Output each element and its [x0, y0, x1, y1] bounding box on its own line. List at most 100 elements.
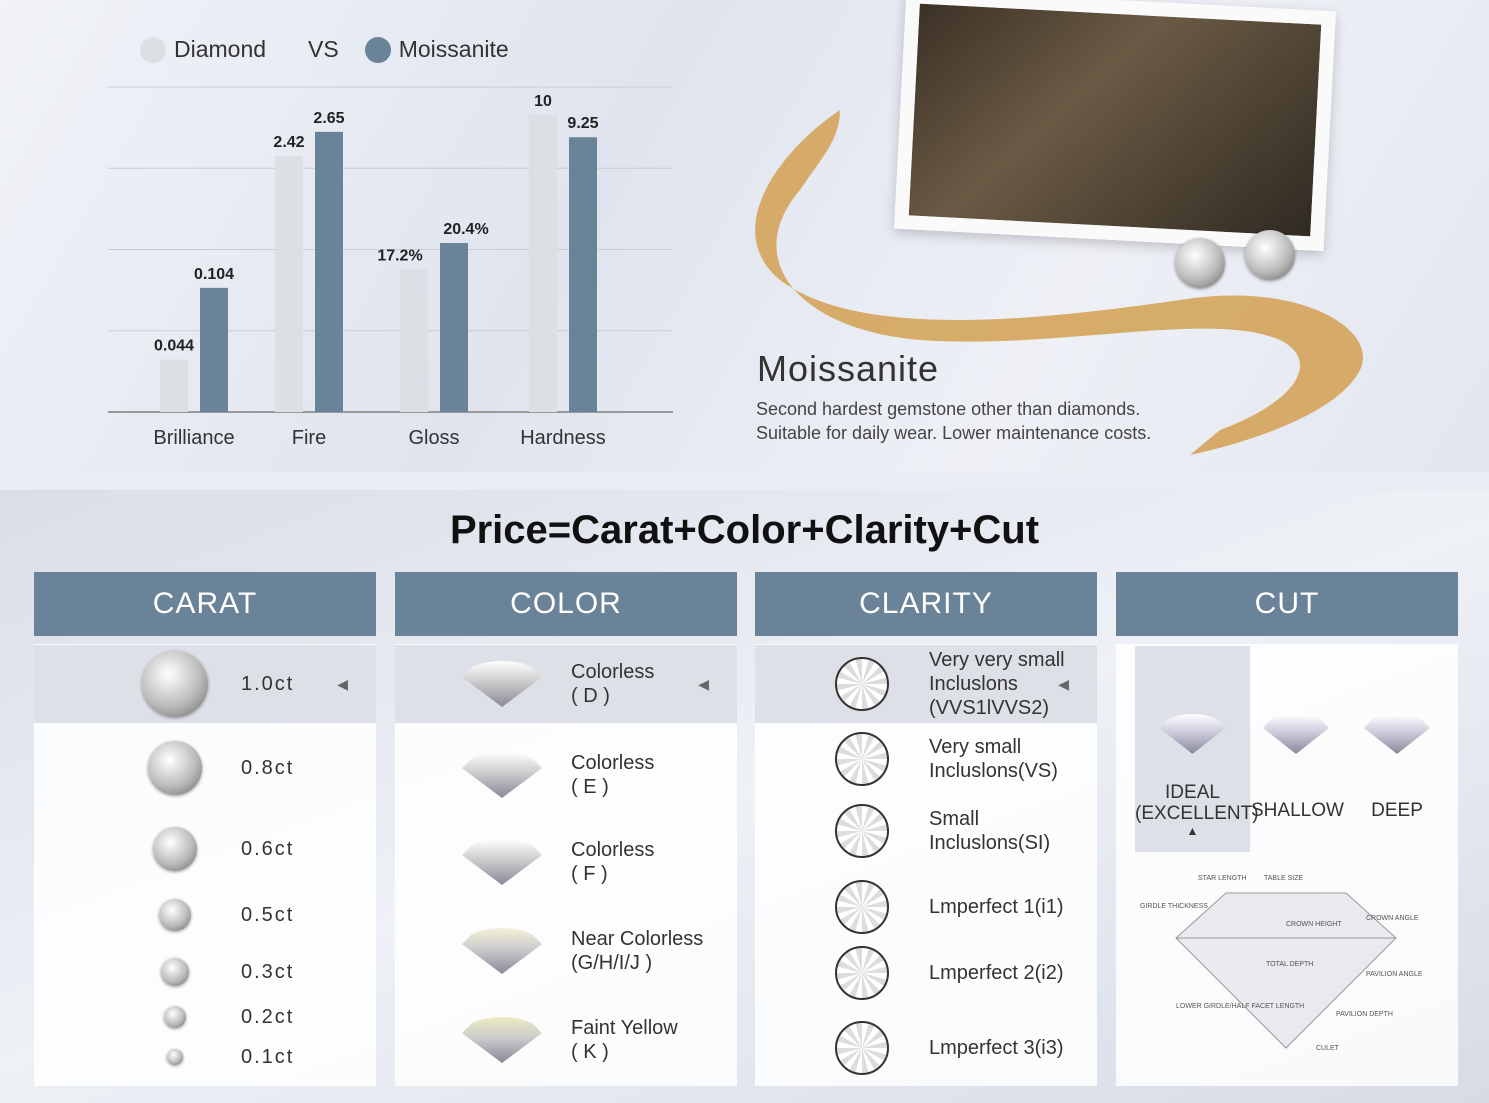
cut-column: CUT IDEAL (EXCELLENT) ▲ SHALLOW DEEP STAR LE… — [1116, 572, 1458, 1086]
option-row[interactable]: ◀ Very very small Incluslons (VVS1lVVS2) — [755, 645, 1097, 723]
clarity-diagram-icon — [835, 1021, 889, 1075]
color-header: COLOR — [395, 572, 737, 636]
selected-arrow-icon: ◀ — [337, 675, 348, 692]
diagram-label: CULET — [1316, 1045, 1340, 1052]
gem-icon — [1159, 714, 1226, 754]
diagram-label: CROWN ANGLE — [1366, 915, 1419, 922]
option-row[interactable]: ◀ Colorless( D ) — [395, 645, 737, 723]
data-label: 20.4% — [443, 221, 488, 238]
data-label: 0.104 — [194, 266, 234, 283]
option-row[interactable]: 0.6ct — [34, 827, 376, 871]
option-label: 1.0ct — [241, 673, 295, 695]
option-label: Lmperfect 3(i3) — [929, 1037, 1064, 1059]
gem-icon — [462, 1017, 542, 1063]
option-row[interactable]: ◀ 1.0ct — [34, 645, 376, 723]
option-row[interactable]: 0.3ct — [34, 952, 376, 992]
option-label: Colorless( D ) — [571, 661, 655, 707]
wedding-photo — [894, 0, 1336, 252]
cut-option[interactable]: DEEP — [1351, 646, 1443, 852]
clarity-header: CLARITY — [755, 572, 1097, 636]
option-row[interactable]: Faint Yellow( K ) — [395, 1003, 737, 1077]
diamond-cut-diagram: STAR LENGTH TABLE SIZE GIRDLE THICKNESS CRO… — [1140, 875, 1423, 1052]
option-label: Faint Yellow( K ) — [571, 1017, 678, 1063]
selected-arrow-icon: ◀ — [1058, 675, 1069, 692]
promo-line: Suitable for daily wear. Lower maintenan… — [756, 423, 1152, 443]
option-label: Very very small Incluslons (VVS1lVVS2) — [929, 649, 1065, 719]
moissanite-swatch — [364, 36, 391, 63]
option-row[interactable]: Lmperfect 1(i1) — [755, 874, 1097, 940]
cut-option[interactable]: SHALLOW — [1251, 646, 1344, 852]
bar-diamond — [400, 269, 428, 412]
color-list: ◀ Colorless( D ) Colorless( E ) Colorless( … — [395, 644, 737, 1086]
option-row[interactable]: Colorless( F ) — [395, 825, 737, 899]
diamond-icon — [164, 1006, 186, 1028]
diagram-label: PAVILION DEPTH — [1336, 1011, 1393, 1018]
clarity-diagram-icon — [835, 657, 889, 711]
diamond-icon — [167, 1049, 183, 1065]
option-row[interactable]: Very small Incluslons(VS) — [755, 726, 1097, 792]
option-label: 0.5ct — [241, 904, 295, 926]
option-row[interactable]: 0.2ct — [34, 997, 376, 1037]
gem-icon — [1364, 714, 1430, 754]
promo-title: Moissanite — [757, 348, 940, 389]
clarity-column: CLARITY ◀ Very very small Incluslons (VVS1l… — [755, 572, 1097, 1086]
diamond-icon — [142, 651, 208, 717]
carat-list: ◀ 1.0ct 0.8ct 0.6ct 0.5ct 0.3ct 0.2ct 0.1ct — [34, 644, 376, 1086]
option-row[interactable]: 0.1ct — [34, 1037, 376, 1077]
bar-moissanite — [569, 137, 597, 412]
gold-ribbon — [755, 110, 1364, 455]
data-label: 9.25 — [567, 115, 598, 132]
option-row[interactable]: 0.8ct — [34, 741, 376, 795]
data-label: 10 — [534, 93, 552, 110]
clarity-diagram-icon — [835, 732, 889, 786]
clarity-list: ◀ Very very small Incluslons (VVS1lVVS2) Ver… — [755, 644, 1097, 1086]
price-formula: Price=Carat+Color+Clarity+Cut — [449, 508, 1040, 552]
diagram-label: LOWER GIRDLE/HALF FACET LENGTH — [1176, 1003, 1304, 1010]
data-label: 17.2% — [377, 248, 422, 265]
gem-icon — [462, 661, 542, 707]
option-label: Colorless( F ) — [571, 839, 655, 885]
diagram-label: CROWN HEIGHT — [1286, 921, 1342, 928]
option-row[interactable]: Near Colorless (G/H/I/J ) — [395, 914, 737, 988]
legend-moissanite: Moissanite — [398, 36, 509, 62]
category-label: Brilliance — [153, 427, 234, 449]
category-label: Gloss — [408, 427, 459, 449]
option-row[interactable]: 0.5ct — [34, 895, 376, 935]
selected-arrow-icon: ▲ — [1186, 824, 1199, 838]
data-label: 0.044 — [154, 337, 194, 354]
ring-image — [1175, 238, 1225, 288]
diagram-label: TABLE SIZE — [1264, 875, 1303, 882]
option-row[interactable]: Small Incluslons(SI) — [755, 798, 1097, 864]
bar-moissanite — [200, 287, 228, 412]
selected-arrow-icon: ◀ — [698, 675, 709, 692]
option-row[interactable]: Lmperfect 2(i2) — [755, 940, 1097, 1006]
cut-option-label: SHALLOW — [1251, 800, 1344, 821]
gem-icon — [1263, 714, 1329, 754]
carat-header: CARAT — [34, 572, 376, 636]
bar-diamond — [529, 114, 557, 412]
diamond-icon — [161, 958, 189, 986]
diamond-icon — [159, 899, 191, 931]
option-label: Lmperfect 2(i2) — [929, 962, 1064, 984]
option-label: 0.8ct — [241, 757, 295, 779]
option-label: Near Colorless (G/H/I/J ) — [571, 928, 704, 974]
clarity-diagram-icon — [835, 804, 889, 858]
diagram-label: GIRDLE THICKNESS — [1140, 903, 1208, 910]
diagram-label: PAVILION ANGLE — [1366, 971, 1423, 978]
comparison-section: Diamond VS Moissanite 0.044 0.104 Brillian… — [0, 0, 1489, 472]
option-label: Colorless( E ) — [571, 752, 655, 798]
option-label: 0.2ct — [241, 1006, 295, 1028]
cut-option[interactable]: IDEAL (EXCELLENT) ▲ — [1135, 646, 1259, 852]
bar-diamond — [275, 156, 303, 412]
option-label: Small Incluslons(SI) — [929, 808, 1051, 854]
legend-vs: VS — [308, 36, 339, 62]
option-row[interactable]: Lmperfect 3(i3) — [755, 1015, 1097, 1081]
bar-diamond — [160, 359, 188, 412]
clarity-diagram-icon — [835, 946, 889, 1000]
option-row[interactable]: Colorless( E ) — [395, 738, 737, 812]
diagram-label: TOTAL DEPTH — [1266, 961, 1313, 968]
bar-moissanite — [315, 131, 343, 412]
comparison-bar-chart: 0.044 0.104 Brilliance 2.42 2.65 Fire 17.2% 20.… — [108, 86, 673, 449]
chart-legend: Diamond VS Moissanite — [140, 36, 509, 63]
clarity-diagram-icon — [835, 880, 889, 934]
